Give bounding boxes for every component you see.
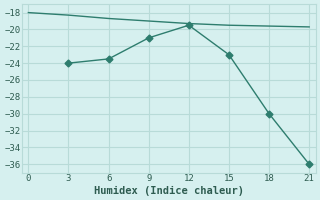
X-axis label: Humidex (Indice chaleur): Humidex (Indice chaleur) (94, 186, 244, 196)
